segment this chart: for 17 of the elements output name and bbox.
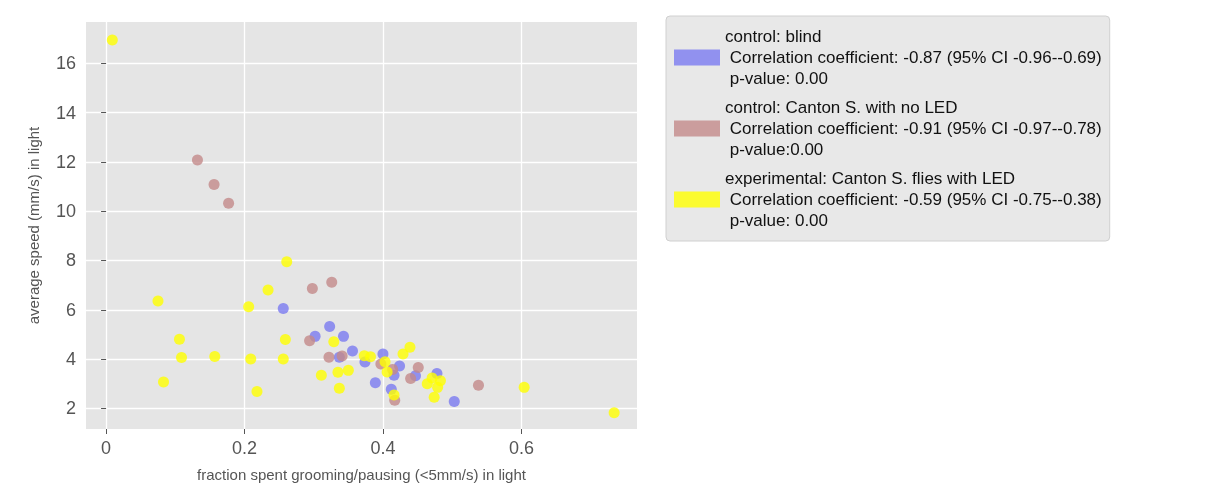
x-tick-label: 0 [101, 438, 112, 458]
y-tick-label: 2 [65, 398, 76, 419]
x-tick-label: 0.4 [370, 438, 396, 458]
legend-label: control: blind Correlation coefficient: -0.87 (95% CI -0.96--0.69) p-value: 0.00 [725, 27, 1102, 88]
x-axis-title: fraction spent grooming/pausing (<5mm/s) in light [197, 466, 527, 483]
y-tick-label: 16 [55, 53, 76, 74]
y-tick-label: 6 [65, 299, 76, 320]
y-tick-label: 14 [55, 102, 76, 123]
x-tick-label: 0.2 [232, 438, 258, 458]
y-tick-label: 8 [65, 250, 76, 271]
legend-label: control: Canton S. with no LED Correlation coefficient: -0.91 (95% CI -0.97--0.78) p-value:0.00 [725, 98, 1102, 159]
x-tick-label: 0.6 [508, 438, 534, 458]
y-tick-label: 4 [65, 349, 76, 370]
y-axis-title: average speed (mm/s) in light [25, 125, 42, 325]
y-tick-label: 10 [55, 201, 76, 222]
y-tick-label: 12 [55, 151, 76, 172]
legend-label: experimental: Canton S. flies with LED Correlation coefficient: -0.59 (95% CI -0.75--0.38) p-value: 0.00 [725, 169, 1102, 230]
